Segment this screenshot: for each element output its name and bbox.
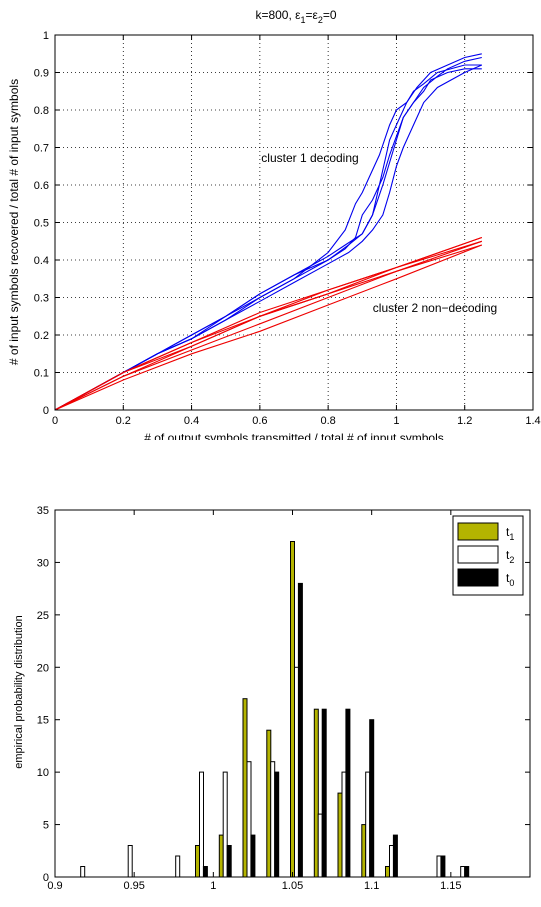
legend-label-t1: t1 — [506, 525, 514, 542]
chart2-y-tick-label: 5 — [43, 820, 49, 832]
chart2-bar-t1 — [313, 708, 319, 878]
chart2-bar-t0 — [274, 771, 280, 878]
chart1-grid — [55, 35, 533, 410]
chart2-bar-t0 — [369, 719, 375, 878]
chart2-bar-t2 — [222, 771, 228, 878]
chart1-series-line-7 — [54, 240, 482, 411]
chart2-bar-t1 — [337, 792, 343, 878]
chart1-y-tick-label: 0.6 — [34, 180, 49, 192]
chart1-x-tick-label: 0.8 — [320, 415, 335, 427]
histogram-chart: 0.9 0.95 1 1.05 1.1 1.15 0 5 10 15 20 25 30 35 empiri… — [13, 505, 531, 892]
legend-label-t2: t2 — [506, 548, 514, 565]
chart2-x-tick-label: 1.15 — [440, 880, 461, 892]
chart1-x-axis-label: # of output symbols transmitted / total … — [144, 431, 443, 440]
chart1-x-tick-label: 0.6 — [252, 415, 267, 427]
chart2-bar-t1 — [195, 845, 200, 878]
chart1-y-tick-label: 0.4 — [34, 255, 49, 267]
chart1-y-tick-label: 0.1 — [34, 368, 49, 380]
chart2-bar-t2 — [270, 761, 276, 878]
chart1-y-tick-label: 0.8 — [34, 105, 49, 117]
chart1-series-line-3 — [54, 53, 482, 411]
chart1-x-tick-label: 0.4 — [184, 415, 199, 427]
chart1-y-tick-label: 1 — [43, 30, 49, 42]
chart1-y-tick-label: 0.7 — [34, 143, 49, 155]
chart2-x-tick-label: 0.9 — [47, 880, 62, 892]
chart2-x-tick-label: 1 — [210, 880, 216, 892]
chart1-series-line-9 — [54, 244, 482, 411]
chart2-y-tick-label: 20 — [37, 662, 49, 674]
chart1-x-tick-label: 0 — [52, 415, 58, 427]
chart2-x-tick-label: 1.05 — [282, 880, 303, 892]
chart2-legend: t1 t2 t0 — [452, 515, 524, 596]
chart2-bar-t0 — [464, 866, 470, 878]
chart1-series-lines — [54, 34, 483, 411]
chart1-x-tick-label: 0.2 — [116, 415, 131, 427]
chart1-series-line-11 — [54, 244, 483, 411]
chart2-bar-t2 — [199, 771, 204, 878]
chart1-y-tick-label: 0.5 — [34, 218, 49, 230]
chart2-bar-t2 — [127, 845, 133, 878]
recovery-curves-chart: k=800, ε1=ε2=0 0 0.2 0.4 0.6 0.8 1 1.2 1.400.10… — [7, 8, 541, 440]
chart1-y-tick-label: 0.9 — [34, 68, 49, 80]
chart1-series-line-4 — [54, 56, 482, 411]
chart2-bar-t2 — [175, 855, 181, 878]
chart1-y-axis-label: # of input symbols recovered / total # o… — [7, 79, 21, 365]
chart1-title: k=800, ε1=ε2=0 — [255, 8, 336, 25]
chart2-ticks: 0.9 0.95 1 1.05 1.1 1.15 0 5 10 15 20 25 30 35 — [37, 505, 530, 892]
chart2-bar-t1 — [242, 698, 248, 878]
chart2-bar-t0 — [202, 866, 208, 878]
chart2-bar-t0 — [250, 834, 256, 878]
chart2-bar-t0 — [321, 708, 327, 878]
chart2-bar-t0 — [297, 582, 303, 878]
chart1-y-tick-label: 0.2 — [34, 330, 49, 342]
chart2-x-tick-label: 1.1 — [364, 880, 379, 892]
chart1-annotation-cluster1: cluster 1 decoding — [261, 151, 358, 165]
chart2-y-tick-label: 10 — [37, 767, 49, 779]
chart2-bar-t1 — [266, 729, 272, 878]
chart2-bar-t0 — [345, 708, 351, 878]
chart1-y-tick-label: 0 — [43, 405, 49, 417]
chart1-plot-frame — [54, 34, 534, 411]
chart2-bar-t0 — [226, 845, 232, 878]
chart2-bar-t1 — [385, 866, 390, 878]
chart2-y-tick-label: 35 — [37, 505, 49, 517]
chart1-ticks: 0 0.2 0.4 0.6 0.8 1 1.2 1.4 0 0.1 0.2 0.3 0.4 0.5 0.6 0… — [34, 30, 541, 427]
chart2-bar-t2 — [317, 813, 323, 878]
chart2-bar-t1 — [361, 824, 367, 878]
chart2-bar-t1 — [290, 541, 295, 878]
chart2-bar-t2 — [460, 866, 466, 878]
legend-swatch-t2 — [457, 545, 499, 564]
chart2-bar-t0 — [392, 834, 398, 878]
chart2-bar-t0 — [440, 855, 446, 878]
chart1-series-line-10 — [54, 240, 482, 411]
chart1-x-tick-label: 1.2 — [457, 415, 472, 427]
chart1-x-tick-label: 1.4 — [525, 415, 540, 427]
legend-label-t0: t0 — [506, 571, 514, 588]
chart2-bar-t2 — [365, 771, 371, 878]
chart2-bars — [80, 541, 470, 878]
chart2-y-tick-label: 0 — [43, 872, 49, 884]
chart1-series-line-5 — [54, 64, 483, 411]
legend-swatch-t1 — [457, 522, 499, 541]
chart2-y-tick-label: 30 — [37, 557, 49, 569]
chart2-y-tick-label: 25 — [37, 610, 49, 622]
chart1-series-line-2 — [54, 68, 482, 411]
legend-swatch-t0 — [457, 568, 499, 587]
chart1-annotation-cluster2: cluster 2 non−decoding — [373, 301, 497, 315]
chart2-x-tick-label: 0.95 — [123, 880, 144, 892]
chart1-x-tick-label: 1 — [393, 415, 399, 427]
chart2-y-tick-label: 15 — [37, 715, 49, 727]
chart2-bar-t2 — [80, 866, 86, 878]
chart2-y-axis-label: empirical probability distribution — [13, 615, 25, 768]
chart1-y-tick-label: 0.3 — [34, 293, 49, 305]
